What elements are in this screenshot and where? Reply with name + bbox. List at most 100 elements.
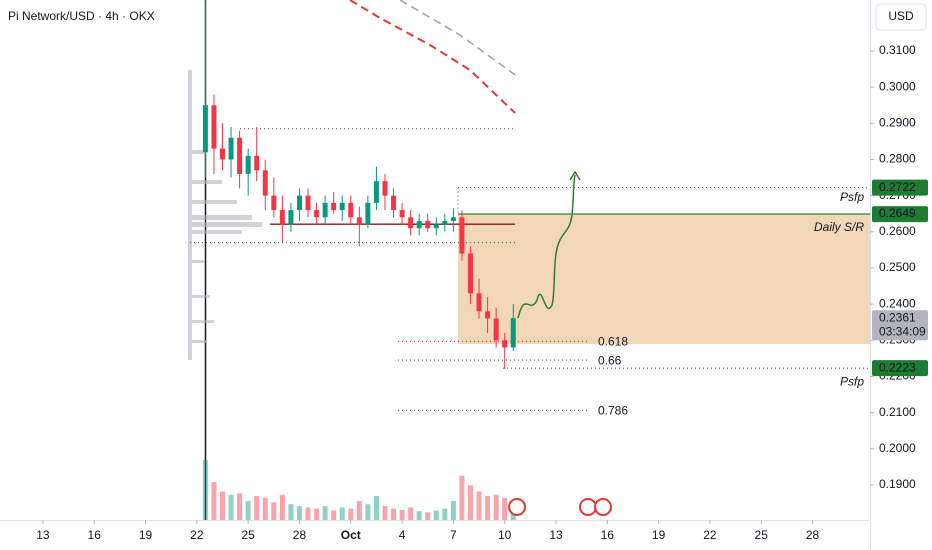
candle-body bbox=[262, 170, 268, 196]
price-tag bbox=[872, 206, 928, 223]
volume-bar bbox=[279, 494, 285, 520]
candle-body bbox=[450, 217, 456, 221]
volume-bar bbox=[262, 497, 268, 520]
event-icons bbox=[508, 498, 612, 516]
volume-bar bbox=[331, 510, 337, 520]
candle-body bbox=[254, 155, 260, 171]
candle-body bbox=[322, 202, 328, 218]
volume-bar bbox=[382, 506, 388, 520]
price-tag-label: 0.2361 bbox=[879, 310, 916, 324]
volume-bar bbox=[493, 494, 499, 520]
volume-bar bbox=[485, 496, 491, 520]
candle-body bbox=[305, 195, 311, 211]
trend-line-grey bbox=[399, 0, 519, 78]
fib-label: 0.66 bbox=[598, 353, 622, 367]
candle-body bbox=[399, 210, 405, 218]
trend-line-red bbox=[349, 0, 516, 114]
x-tick-label: 19 bbox=[652, 528, 666, 542]
x-tick-label: 22 bbox=[703, 528, 717, 542]
volume-bar bbox=[425, 512, 431, 520]
candle-body bbox=[279, 210, 285, 225]
candle-body bbox=[339, 202, 345, 211]
volume-bar bbox=[245, 501, 251, 520]
volume-bar bbox=[416, 511, 422, 520]
candle-body bbox=[459, 217, 465, 254]
y-tick-label: 0.2800 bbox=[879, 152, 916, 166]
candle-body bbox=[228, 137, 234, 160]
y-tick-label: 0.2500 bbox=[879, 260, 916, 274]
x-tick-label: 13 bbox=[36, 528, 50, 542]
y-tick-label: 0.3100 bbox=[879, 43, 916, 57]
x-tick-label: 10 bbox=[498, 528, 512, 542]
volume-bar bbox=[288, 504, 294, 520]
candle-body bbox=[202, 105, 208, 153]
x-tick-label: 28 bbox=[293, 528, 307, 542]
candle-body bbox=[373, 181, 379, 203]
volume-bar bbox=[271, 502, 277, 520]
candle-body bbox=[442, 220, 448, 225]
fib-label: 0.618 bbox=[598, 335, 628, 349]
volume-bar bbox=[296, 506, 302, 520]
y-tick-label: 0.2600 bbox=[879, 224, 916, 238]
candle-body bbox=[365, 202, 371, 225]
candle-body bbox=[391, 195, 397, 211]
volume-bar bbox=[211, 482, 217, 520]
y-tick-label: 0.2400 bbox=[879, 296, 916, 310]
y-tick-label: 0.1900 bbox=[879, 477, 916, 491]
x-tick-label: 13 bbox=[549, 528, 563, 542]
volume-bar bbox=[348, 508, 354, 520]
candle-body bbox=[331, 202, 337, 211]
volume-bar bbox=[356, 501, 362, 520]
candle-body bbox=[220, 148, 226, 160]
x-tick-label: 22 bbox=[190, 528, 204, 542]
y-tick-label: 0.2100 bbox=[879, 405, 916, 419]
candle-body bbox=[211, 105, 217, 149]
candle-body bbox=[510, 318, 516, 348]
candle-body bbox=[467, 253, 473, 294]
candle-body bbox=[382, 181, 388, 196]
candle-body bbox=[296, 195, 302, 211]
price-tag bbox=[872, 179, 928, 196]
volume-bar bbox=[442, 508, 448, 520]
candle-body bbox=[245, 155, 251, 174]
volume-bar bbox=[408, 507, 414, 520]
x-tick-label: 28 bbox=[806, 528, 820, 542]
volume-bar bbox=[399, 509, 405, 520]
candle-body bbox=[433, 224, 439, 229]
candle-body bbox=[502, 340, 508, 348]
currency-label[interactable]: USD bbox=[888, 9, 914, 23]
volume-bar bbox=[220, 491, 226, 520]
candle-body bbox=[348, 202, 354, 218]
candle-body bbox=[356, 217, 362, 225]
y-tick-label: 0.2900 bbox=[879, 115, 916, 129]
volume-bar bbox=[502, 497, 508, 520]
x-tick-label: 16 bbox=[601, 528, 615, 542]
x-tick-label: 25 bbox=[241, 528, 255, 542]
y-tick-label: 0.3000 bbox=[879, 79, 916, 93]
candle-body bbox=[485, 311, 491, 319]
y-tick-label: 0.2000 bbox=[879, 441, 916, 455]
volume-bar bbox=[459, 475, 465, 520]
x-tick-label: 7 bbox=[450, 528, 457, 542]
zone-box bbox=[458, 214, 870, 344]
volume-profile bbox=[188, 70, 262, 360]
candle-body bbox=[237, 137, 243, 174]
volume-bar bbox=[314, 508, 320, 520]
volume-bar bbox=[228, 494, 234, 520]
annotation: Psfp bbox=[840, 374, 864, 388]
x-tick-label: 4 bbox=[399, 528, 406, 542]
annotation: Psfp bbox=[840, 190, 864, 204]
volume-bar bbox=[237, 493, 243, 520]
volume-bar bbox=[254, 496, 260, 520]
candle-body bbox=[408, 217, 414, 229]
candle-body bbox=[493, 318, 499, 341]
currency-button[interactable] bbox=[875, 3, 927, 31]
volume-bar bbox=[467, 485, 473, 520]
volume-bar bbox=[305, 507, 311, 520]
volume-bar bbox=[373, 496, 379, 520]
countdown-label: 03:34:09 bbox=[879, 324, 926, 338]
candle-body bbox=[476, 293, 482, 312]
volume-bar bbox=[433, 510, 439, 520]
candle-body bbox=[416, 220, 422, 229]
